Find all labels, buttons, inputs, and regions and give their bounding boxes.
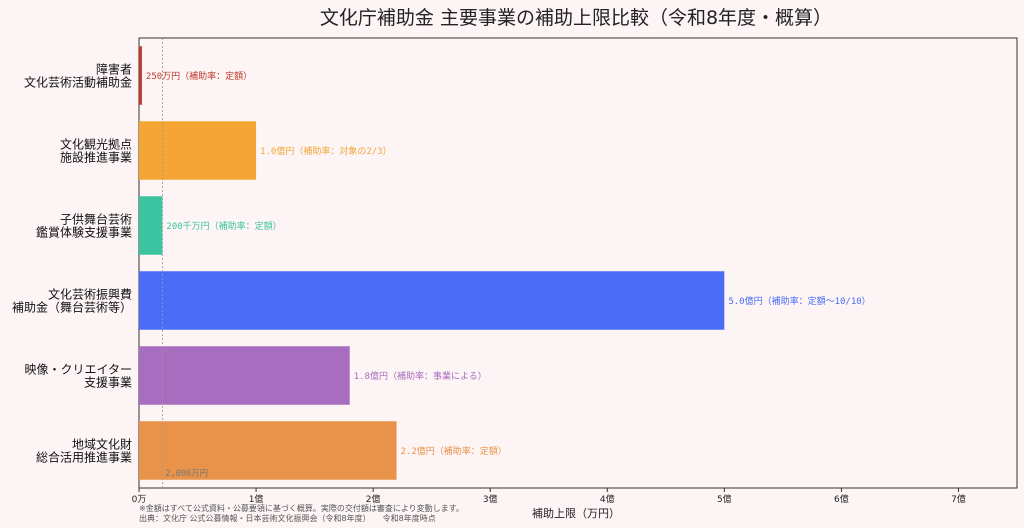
data-label-2: 200千万円（補助率：定額） <box>166 220 281 232</box>
x-axis-label: 補助上限（万円） <box>532 506 620 520</box>
data-label-4: 1.8億円（補助率：事業による） <box>354 370 487 382</box>
data-label-1: 1.0億円（補助率：対象の2/3） <box>260 145 392 157</box>
data-label-5: 2.2億円（補助率：定額） <box>401 445 507 457</box>
x-tick-label-5: 5億 <box>717 493 732 505</box>
category-label-3-line-0: 文化芸術振興費 <box>48 287 132 302</box>
bar-1 <box>139 121 257 180</box>
reference-line-group: 2,000万円 <box>162 38 208 488</box>
x-tick-label-6: 6億 <box>834 493 849 505</box>
category-label-1: 文化観光拠点施設推進事業 <box>60 137 132 165</box>
x-axis-ticks: 0万 1億 2億 3億 4億 5億 6億 7億 <box>132 488 966 505</box>
category-label-5-line-1: 総合活用推進事業 <box>36 450 132 465</box>
data-label-3: 5.0億円（補助率：定額〜10/10） <box>728 295 870 307</box>
category-label-1-line-0: 文化観光拠点 <box>60 137 132 152</box>
bar-5 <box>139 421 397 480</box>
data-label-0: 250万円（補助率：定額） <box>146 70 252 82</box>
bar-4 <box>139 346 350 405</box>
category-label-4: 映像・クリエイター支援事業 <box>24 363 132 390</box>
footnote-line-2: 出典：文化庁 公式公募情報・日本芸術文化振興会（令和8年度） 令和8年度時点 <box>139 513 436 523</box>
category-label-5-line-0: 地域文化財 <box>72 437 132 452</box>
category-label-0: 障害者文化芸術活動補助金 <box>24 62 132 90</box>
category-label-3: 文化芸術振興費補助金（舞台芸術等） <box>12 287 132 315</box>
x-tick-label-7: 7億 <box>951 493 966 505</box>
category-label-4-line-0: 映像・クリエイター <box>24 363 132 377</box>
x-tick-label-3: 3億 <box>483 493 498 505</box>
bars-group <box>139 46 725 480</box>
bar-2 <box>139 196 163 255</box>
category-label-0-line-1: 文化芸術活動補助金 <box>24 75 132 90</box>
x-tick-label-1: 1億 <box>249 493 264 505</box>
category-label-3-line-1: 補助金（舞台芸術等） <box>12 300 132 315</box>
footnote-line-1: ※金額はすべて公式資料・公募要領に基づく概算。実際の交付額は審査により変動します… <box>139 503 464 513</box>
x-tick-label-0: 0万 <box>132 495 147 505</box>
category-label-2: 子供舞台芸術鑑賞体験支援事業 <box>36 212 132 240</box>
reference-line-label: 2,000万円 <box>165 469 208 479</box>
data-labels: 250万円（補助率：定額） 1.0億円（補助率：対象の2/3） 200千万円（補助率… <box>146 70 871 457</box>
bar-3 <box>139 271 725 330</box>
category-label-1-line-1: 施設推進事業 <box>60 150 132 165</box>
category-label-0-line-0: 障害者 <box>96 62 132 77</box>
category-labels: 障害者文化芸術活動補助金文化観光拠点施設推進事業子供舞台芸術鑑賞体験支援事業文化… <box>12 62 132 465</box>
x-tick-label-2: 2億 <box>366 493 381 505</box>
category-label-2-line-0: 子供舞台芸術 <box>60 212 132 227</box>
category-label-4-line-1: 支援事業 <box>84 376 132 390</box>
category-label-2-line-1: 鑑賞体験支援事業 <box>36 225 132 240</box>
bar-0 <box>139 46 142 105</box>
category-label-5: 地域文化財総合活用推進事業 <box>36 437 132 465</box>
chart-title: 文化庁補助金 主要事業の補助上限比較（令和8年度・概算） <box>320 7 832 29</box>
x-tick-label-4: 4億 <box>600 493 615 505</box>
plot-area <box>138 37 1018 489</box>
